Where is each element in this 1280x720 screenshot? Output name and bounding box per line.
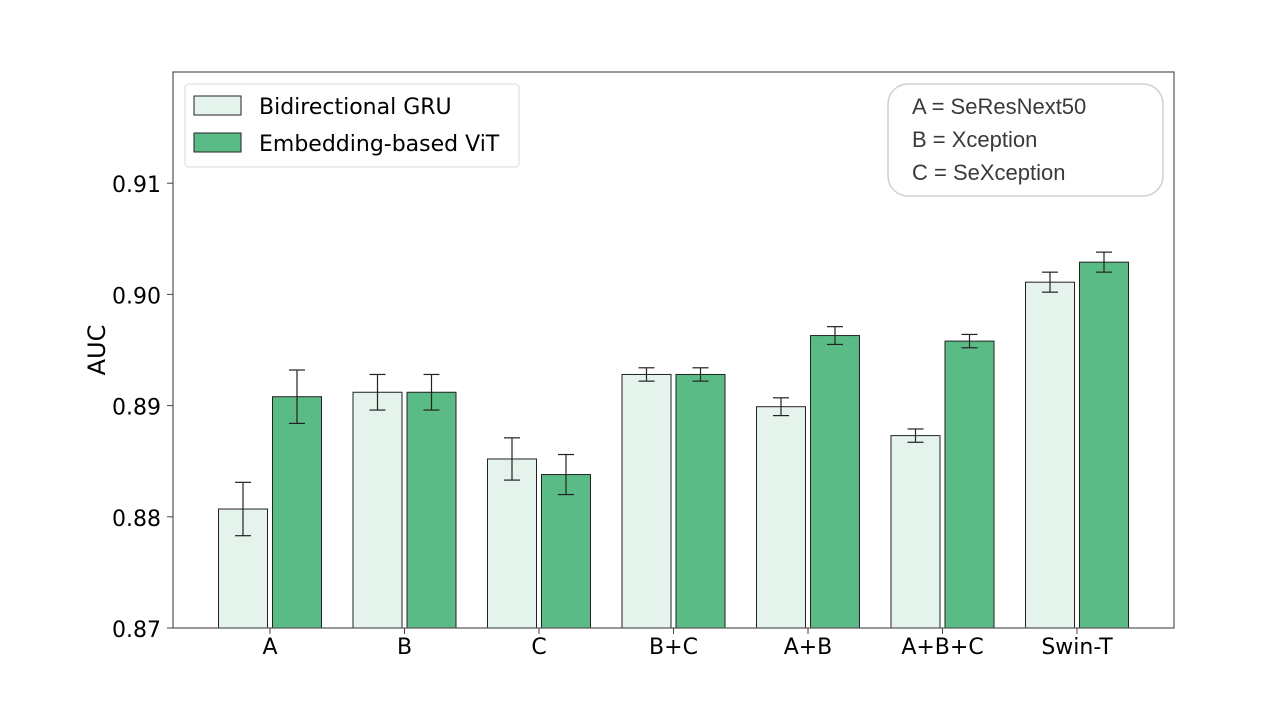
- y-tick-label-4: 0.91: [112, 173, 161, 198]
- error-bar-embedding-based-vit-swin-t: [1096, 251, 1112, 273]
- y-tick-label-1: 0.88: [112, 507, 161, 532]
- y-tick-label-2: 0.89: [112, 396, 161, 421]
- bar-embedding-based-vit-b: [406, 391, 457, 629]
- error-bar-embedding-based-vit-a: [289, 369, 305, 424]
- bar-bidirectional-gru-a-b: [756, 406, 806, 629]
- error-bar-embedding-based-vit-c: [558, 453, 574, 496]
- x-tick-label-a-b: A+B: [784, 635, 833, 660]
- error-bar-bidirectional-gru-a-b: [773, 397, 789, 417]
- y-axis-label: AUC: [83, 325, 111, 376]
- legend-swatch-bidirectional-gru: [193, 95, 242, 116]
- bar-bidirectional-gru-swin-t: [1025, 281, 1075, 629]
- x-tick-label-swin-t: Swin-T: [1041, 635, 1113, 660]
- error-bar-embedding-based-vit-b: [423, 373, 440, 411]
- error-bar-bidirectional-gru-b: [369, 373, 386, 411]
- x-tick-label-a: A: [262, 635, 277, 660]
- x-tick-label-b-c: B+C: [649, 635, 698, 660]
- bar-embedding-based-vit-b-c: [675, 373, 726, 629]
- abbreviation-line-a: A = SeResNext50: [912, 94, 1086, 119]
- error-bar-bidirectional-gru-c: [504, 437, 520, 481]
- bar-bidirectional-gru-c: [487, 458, 537, 629]
- abbreviation-line-b: B = Xception: [912, 127, 1037, 152]
- error-bar-bidirectional-gru-a-b-c: [907, 428, 924, 443]
- legend-label-bidirectional-gru: Bidirectional GRU: [259, 95, 452, 120]
- error-bar-embedding-based-vit-a-b: [827, 326, 843, 346]
- error-bar-bidirectional-gru-a: [235, 481, 251, 537]
- abbreviation-line-c: C = SeXception: [912, 160, 1065, 185]
- bar-embedding-based-vit-a: [272, 396, 322, 629]
- error-bar-embedding-based-vit-b-c: [692, 367, 709, 382]
- error-bar-bidirectional-gru-b-c: [638, 367, 655, 382]
- abbreviation-note: A = SeResNext50 B = Xception C = SeXcept…: [887, 83, 1164, 197]
- legend: Bidirectional GRU Embedding-based ViT: [184, 83, 520, 168]
- x-tick-label-c: C: [531, 635, 546, 660]
- error-bar-embedding-based-vit-a-b-c: [961, 333, 978, 349]
- abbreviation-box: [887, 83, 1164, 197]
- bar-embedding-based-vit-c: [541, 474, 591, 629]
- error-bar-bidirectional-gru-swin-t: [1042, 271, 1058, 293]
- x-axis: A B C B+C A+B A+B+C Swin-T: [262, 628, 1113, 660]
- bar-bidirectional-gru-b: [352, 391, 403, 629]
- bar-bidirectional-gru-b-c: [621, 373, 672, 629]
- bar-bidirectional-gru-a-b-c: [890, 435, 941, 629]
- legend-label-embedding-based-vit: Embedding-based ViT: [259, 132, 500, 157]
- error-bars-layer: [235, 251, 1112, 537]
- bars-layer: [218, 261, 1129, 629]
- bar-embedding-based-vit-swin-t: [1079, 261, 1129, 629]
- legend-box: [184, 83, 520, 168]
- bar-embedding-based-vit-a-b: [810, 335, 860, 629]
- y-tick-label-3: 0.90: [112, 284, 161, 309]
- bar-embedding-based-vit-a-b-c: [944, 340, 995, 629]
- y-tick-label-0: 0.87: [112, 618, 161, 643]
- legend-swatch-embedding-based-vit: [193, 132, 242, 153]
- x-tick-label-b: B: [397, 635, 412, 660]
- x-tick-label-a-b-c: A+B+C: [901, 635, 983, 660]
- y-axis: 0.87 0.88 0.89 0.90 0.91: [112, 173, 173, 643]
